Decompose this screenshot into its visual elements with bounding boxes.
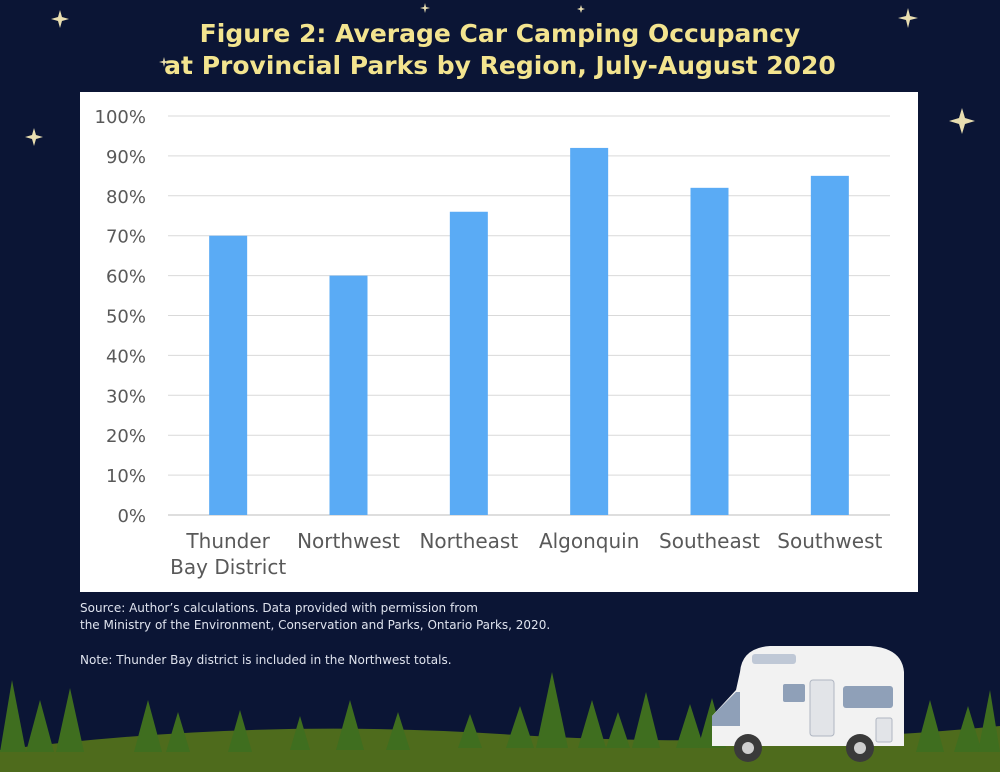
bar bbox=[570, 147, 609, 516]
y-tick-label: 60% bbox=[106, 267, 146, 288]
chart-card: 0% 10% 20% 30% 40% 50% 60% 70% 80% 90% 100% Thunder… bbox=[80, 92, 918, 592]
bar bbox=[449, 211, 488, 515]
x-tick-label: Thunder Bay District bbox=[170, 529, 286, 579]
source-line-2: the Ministry of the Environment, Conserv… bbox=[80, 618, 551, 632]
x-tick-label: Northwest bbox=[297, 529, 400, 553]
chart-title-line-2: at Provincial Parks by Region, July-Augu… bbox=[164, 51, 836, 80]
x-tick-label: Southwest bbox=[777, 529, 882, 553]
notes: Source: Author’s calculations. Data prov… bbox=[80, 600, 780, 669]
star-icon bbox=[949, 108, 975, 134]
note-text: Note: Thunder Bay district is included i… bbox=[80, 653, 452, 667]
x-tick-label: Southeast bbox=[659, 529, 760, 553]
y-tick-label: 50% bbox=[106, 307, 146, 328]
y-tick-label: 0% bbox=[117, 506, 146, 527]
y-tick-label: 40% bbox=[106, 346, 146, 367]
x-tick-label: Northeast bbox=[419, 529, 518, 553]
x-tick-label: Algonquin bbox=[539, 529, 639, 553]
pine-trees bbox=[0, 672, 1000, 752]
y-tick-label: 80% bbox=[106, 187, 146, 208]
camper-van-icon bbox=[712, 646, 904, 762]
bar-chart: 0% 10% 20% 30% 40% 50% 60% 70% 80% 90% 100% Thunder… bbox=[95, 107, 890, 579]
star-icon bbox=[159, 57, 169, 67]
bar bbox=[209, 235, 248, 515]
y-tick-label: 30% bbox=[106, 386, 146, 407]
y-tick-label: 100% bbox=[95, 107, 146, 128]
y-tick-label: 70% bbox=[106, 227, 146, 248]
chart-title-line-1: Figure 2: Average Car Camping Occupancy bbox=[199, 19, 801, 48]
star-icon bbox=[51, 10, 69, 28]
y-tick-label: 10% bbox=[106, 466, 146, 487]
star-icon bbox=[898, 8, 918, 28]
star-icon bbox=[577, 5, 585, 13]
source-line-1: Source: Author’s calculations. Data prov… bbox=[80, 601, 478, 615]
bar bbox=[690, 187, 729, 515]
stars bbox=[25, 3, 975, 146]
bar bbox=[329, 275, 368, 515]
bar bbox=[810, 175, 849, 515]
star-icon bbox=[25, 128, 43, 146]
star-icon bbox=[420, 3, 430, 13]
chart-title: Figure 2: Average Car Camping Occupancy … bbox=[0, 18, 1000, 82]
y-tick-label: 90% bbox=[106, 147, 146, 168]
y-tick-label: 20% bbox=[106, 426, 146, 447]
